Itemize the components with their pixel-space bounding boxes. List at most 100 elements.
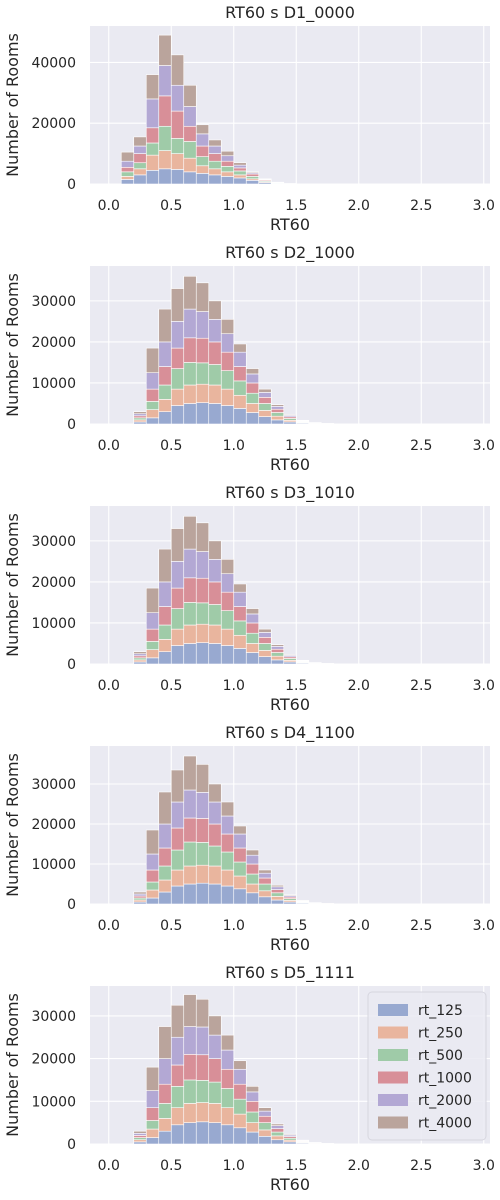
- bar-rt_250: [270, 1135, 285, 1141]
- bar-rt_4000: [258, 388, 272, 393]
- bar-rt_500: [183, 362, 197, 386]
- bar-rt_1000: [183, 817, 197, 843]
- bar-rt_250: [183, 1103, 197, 1123]
- bar-rt_1000: [145, 869, 160, 883]
- bar-rt_250: [145, 889, 160, 899]
- bar-rt_125: [233, 888, 247, 905]
- bar-rt_500: [133, 1137, 147, 1141]
- y-tick-label: 10000: [31, 1094, 76, 1110]
- bar-rt_250: [220, 869, 235, 887]
- bar-rt_250: [220, 628, 235, 646]
- bar-rt_500: [245, 176, 260, 180]
- bar-rt_125: [195, 882, 210, 905]
- bar-rt_4000: [195, 282, 210, 312]
- bar-rt_500: [133, 417, 147, 421]
- bar-rt_2000: [233, 164, 247, 169]
- bar-rt_125: [158, 891, 172, 905]
- bar-rt_250: [183, 157, 197, 173]
- bar-rt_500: [245, 392, 260, 404]
- bar-rt_2000: [258, 632, 272, 638]
- x-tick-label: 1.5: [285, 438, 307, 454]
- x-tick-label: 2.0: [348, 678, 370, 694]
- bar-rt_250: [258, 890, 272, 898]
- bar-rt_125: [183, 171, 197, 185]
- bar-rt_250: [208, 624, 222, 644]
- bar-rt_500: [158, 1103, 172, 1119]
- bar-rt_4000: [270, 404, 285, 407]
- bar-rt_4000: [170, 288, 185, 322]
- bar-rt_125: [133, 661, 147, 665]
- bar-rt_4000: [183, 515, 197, 550]
- bar-rt_125: [195, 173, 210, 185]
- bar-rt_500: [220, 370, 235, 390]
- x-axis-label: RT60: [270, 215, 310, 234]
- bar-rt_500: [233, 620, 247, 636]
- bar-rt_4000: [283, 1133, 297, 1136]
- bar-rt_500: [158, 125, 172, 151]
- bar-rt_125: [270, 419, 285, 425]
- bar-rt_4000: [170, 1004, 185, 1038]
- x-tick-label: 2.5: [410, 438, 432, 454]
- x-tick-label: 0.5: [160, 1158, 182, 1174]
- bar-rt_250: [233, 174, 247, 179]
- bar-rt_125: [170, 645, 185, 665]
- bar-rt_250: [208, 865, 222, 885]
- chart-title: RT60 s D1_0000: [225, 3, 355, 23]
- bar-rt_2000: [158, 823, 172, 849]
- bar-rt_500: [170, 1086, 185, 1109]
- bar-rt_2000: [183, 548, 197, 579]
- y-tick-label: 0: [67, 177, 76, 193]
- legend-swatch-rt_1000: [378, 1071, 408, 1084]
- bar-rt_1000: [145, 628, 160, 642]
- bar-rt_4000: [220, 1034, 235, 1051]
- bar-rt_4000: [195, 764, 210, 793]
- bar-rt_1000: [233, 167, 247, 172]
- bar-rt_1000: [133, 415, 147, 419]
- bar-rt_125: [283, 421, 297, 425]
- x-tick-label: 1.5: [285, 918, 307, 934]
- bar-rt_1000: [195, 1054, 210, 1081]
- bar-rt_250: [158, 150, 172, 170]
- bar-rt_4000: [220, 559, 235, 575]
- bar-rt_2000: [245, 854, 260, 865]
- bar-rt_2000: [170, 84, 185, 112]
- bar-rt_250: [220, 388, 235, 406]
- bar-rt_4000: [245, 608, 260, 615]
- bar-rt_125: [220, 885, 235, 905]
- bar-rt_500: [258, 643, 272, 651]
- bar-rt_1000: [145, 127, 160, 144]
- bar-rt_2000: [208, 319, 222, 343]
- x-tick-label: 2.5: [410, 678, 432, 694]
- bar-rt_2000: [145, 98, 160, 129]
- bar-rt_2000: [220, 815, 235, 835]
- bar-rt_125: [195, 642, 210, 665]
- bar-rt_500: [270, 652, 285, 657]
- bar-rt_250: [133, 419, 147, 423]
- legend-swatch-rt_250: [378, 1026, 408, 1039]
- bar-rt_1000: [133, 1135, 147, 1138]
- y-tick-label: 40000: [31, 55, 76, 71]
- x-axis-label: RT60: [270, 455, 310, 474]
- x-tick-label: 0.0: [98, 198, 120, 214]
- y-tick-label: 0: [67, 657, 76, 673]
- bar-rt_4000: [233, 825, 247, 835]
- bar-rt_2000: [145, 1090, 160, 1109]
- bar-rt_2000: [233, 1068, 247, 1085]
- bar-rt_4000: [158, 791, 172, 825]
- bar-rt_250: [145, 154, 160, 171]
- y-tick-label: 20000: [31, 575, 76, 591]
- bar-rt_500: [233, 861, 247, 877]
- bar-rt_500: [158, 624, 172, 640]
- bar-rt_500: [145, 641, 160, 650]
- bar-rt_2000: [233, 591, 247, 607]
- bar-rt_250: [245, 1122, 260, 1133]
- x-tick-label: 2.5: [410, 918, 432, 934]
- bar-rt_500: [245, 873, 260, 885]
- bar-rt_4000: [183, 994, 197, 1027]
- legend-swatch-rt_125: [378, 1004, 408, 1016]
- bar-rt_500: [233, 380, 247, 396]
- bar-rt_1000: [245, 863, 260, 875]
- bar-rt_125: [208, 883, 222, 905]
- bar-rt_2000: [258, 392, 272, 398]
